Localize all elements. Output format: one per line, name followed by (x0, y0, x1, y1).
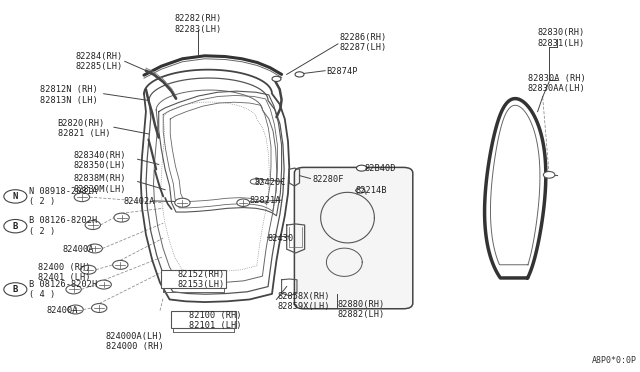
Text: 82400A: 82400A (63, 245, 94, 254)
Text: B: B (13, 285, 18, 294)
Circle shape (237, 199, 250, 206)
Text: 828340(RH)
828350(LH): 828340(RH) 828350(LH) (74, 151, 126, 170)
Circle shape (113, 260, 128, 269)
Text: 82284(RH)
82285(LH): 82284(RH) 82285(LH) (76, 52, 123, 71)
Circle shape (87, 244, 102, 253)
Circle shape (74, 193, 90, 202)
Circle shape (81, 265, 96, 274)
Circle shape (356, 188, 365, 193)
Text: 82280F: 82280F (312, 175, 344, 184)
Text: 82100 (RH)
82101 (LH): 82100 (RH) 82101 (LH) (189, 311, 241, 330)
FancyBboxPatch shape (294, 167, 413, 309)
FancyBboxPatch shape (161, 270, 226, 288)
Text: 82420C: 82420C (255, 178, 286, 187)
Text: 82830(RH)
82831(LH): 82830(RH) 82831(LH) (538, 28, 585, 48)
Text: 82838M(RH)
82839M(LH): 82838M(RH) 82839M(LH) (74, 174, 126, 194)
Text: 82282(RH)
82283(LH): 82282(RH) 82283(LH) (175, 15, 222, 34)
Text: B 08126-8202H
( 4 ): B 08126-8202H ( 4 ) (29, 280, 98, 299)
Circle shape (295, 72, 304, 77)
Circle shape (96, 280, 111, 289)
Circle shape (85, 221, 100, 230)
Circle shape (356, 165, 367, 171)
Circle shape (175, 198, 190, 207)
Text: 824000A(LH)
824000 (RH): 824000A(LH) 824000 (RH) (106, 332, 163, 351)
Circle shape (4, 190, 27, 203)
Text: 82214B: 82214B (356, 186, 387, 195)
Circle shape (272, 76, 281, 81)
Text: 82821A: 82821A (250, 196, 281, 205)
Circle shape (92, 304, 107, 312)
Text: B2820(RH)
82821 (LH): B2820(RH) 82821 (LH) (58, 119, 110, 138)
Text: B 08126-8202H
( 2 ): B 08126-8202H ( 2 ) (29, 217, 98, 236)
Text: 82400 (RH)
82401 (LH): 82400 (RH) 82401 (LH) (38, 263, 91, 282)
Circle shape (68, 305, 83, 314)
Circle shape (4, 283, 27, 296)
Circle shape (66, 285, 81, 294)
Circle shape (114, 213, 129, 222)
Text: A8P0*0:0P: A8P0*0:0P (592, 356, 637, 365)
Circle shape (4, 219, 27, 233)
Text: B2874P: B2874P (326, 67, 358, 76)
FancyBboxPatch shape (171, 311, 236, 328)
Text: 82286(RH)
82287(LH): 82286(RH) 82287(LH) (339, 33, 387, 52)
Text: B: B (13, 222, 18, 231)
Text: N 08918-2081A
( 2 ): N 08918-2081A ( 2 ) (29, 187, 98, 206)
Text: 82402A: 82402A (124, 197, 155, 206)
Circle shape (543, 171, 555, 178)
Text: 82812N (RH)
82813N (LH): 82812N (RH) 82813N (LH) (40, 85, 97, 105)
Text: 82830A (RH)
82830AA(LH): 82830A (RH) 82830AA(LH) (528, 74, 586, 93)
Text: 82880(RH)
82882(LH): 82880(RH) 82882(LH) (338, 300, 385, 319)
Text: 82430: 82430 (268, 234, 294, 243)
Text: 82B40D: 82B40D (365, 164, 396, 173)
Text: 82858X(RH)
82859X(LH): 82858X(RH) 82859X(LH) (278, 292, 330, 311)
Text: 82152(RH)
82153(LH): 82152(RH) 82153(LH) (178, 270, 225, 289)
Text: N: N (13, 192, 18, 201)
Circle shape (250, 179, 259, 184)
Text: 82400A: 82400A (46, 306, 77, 315)
